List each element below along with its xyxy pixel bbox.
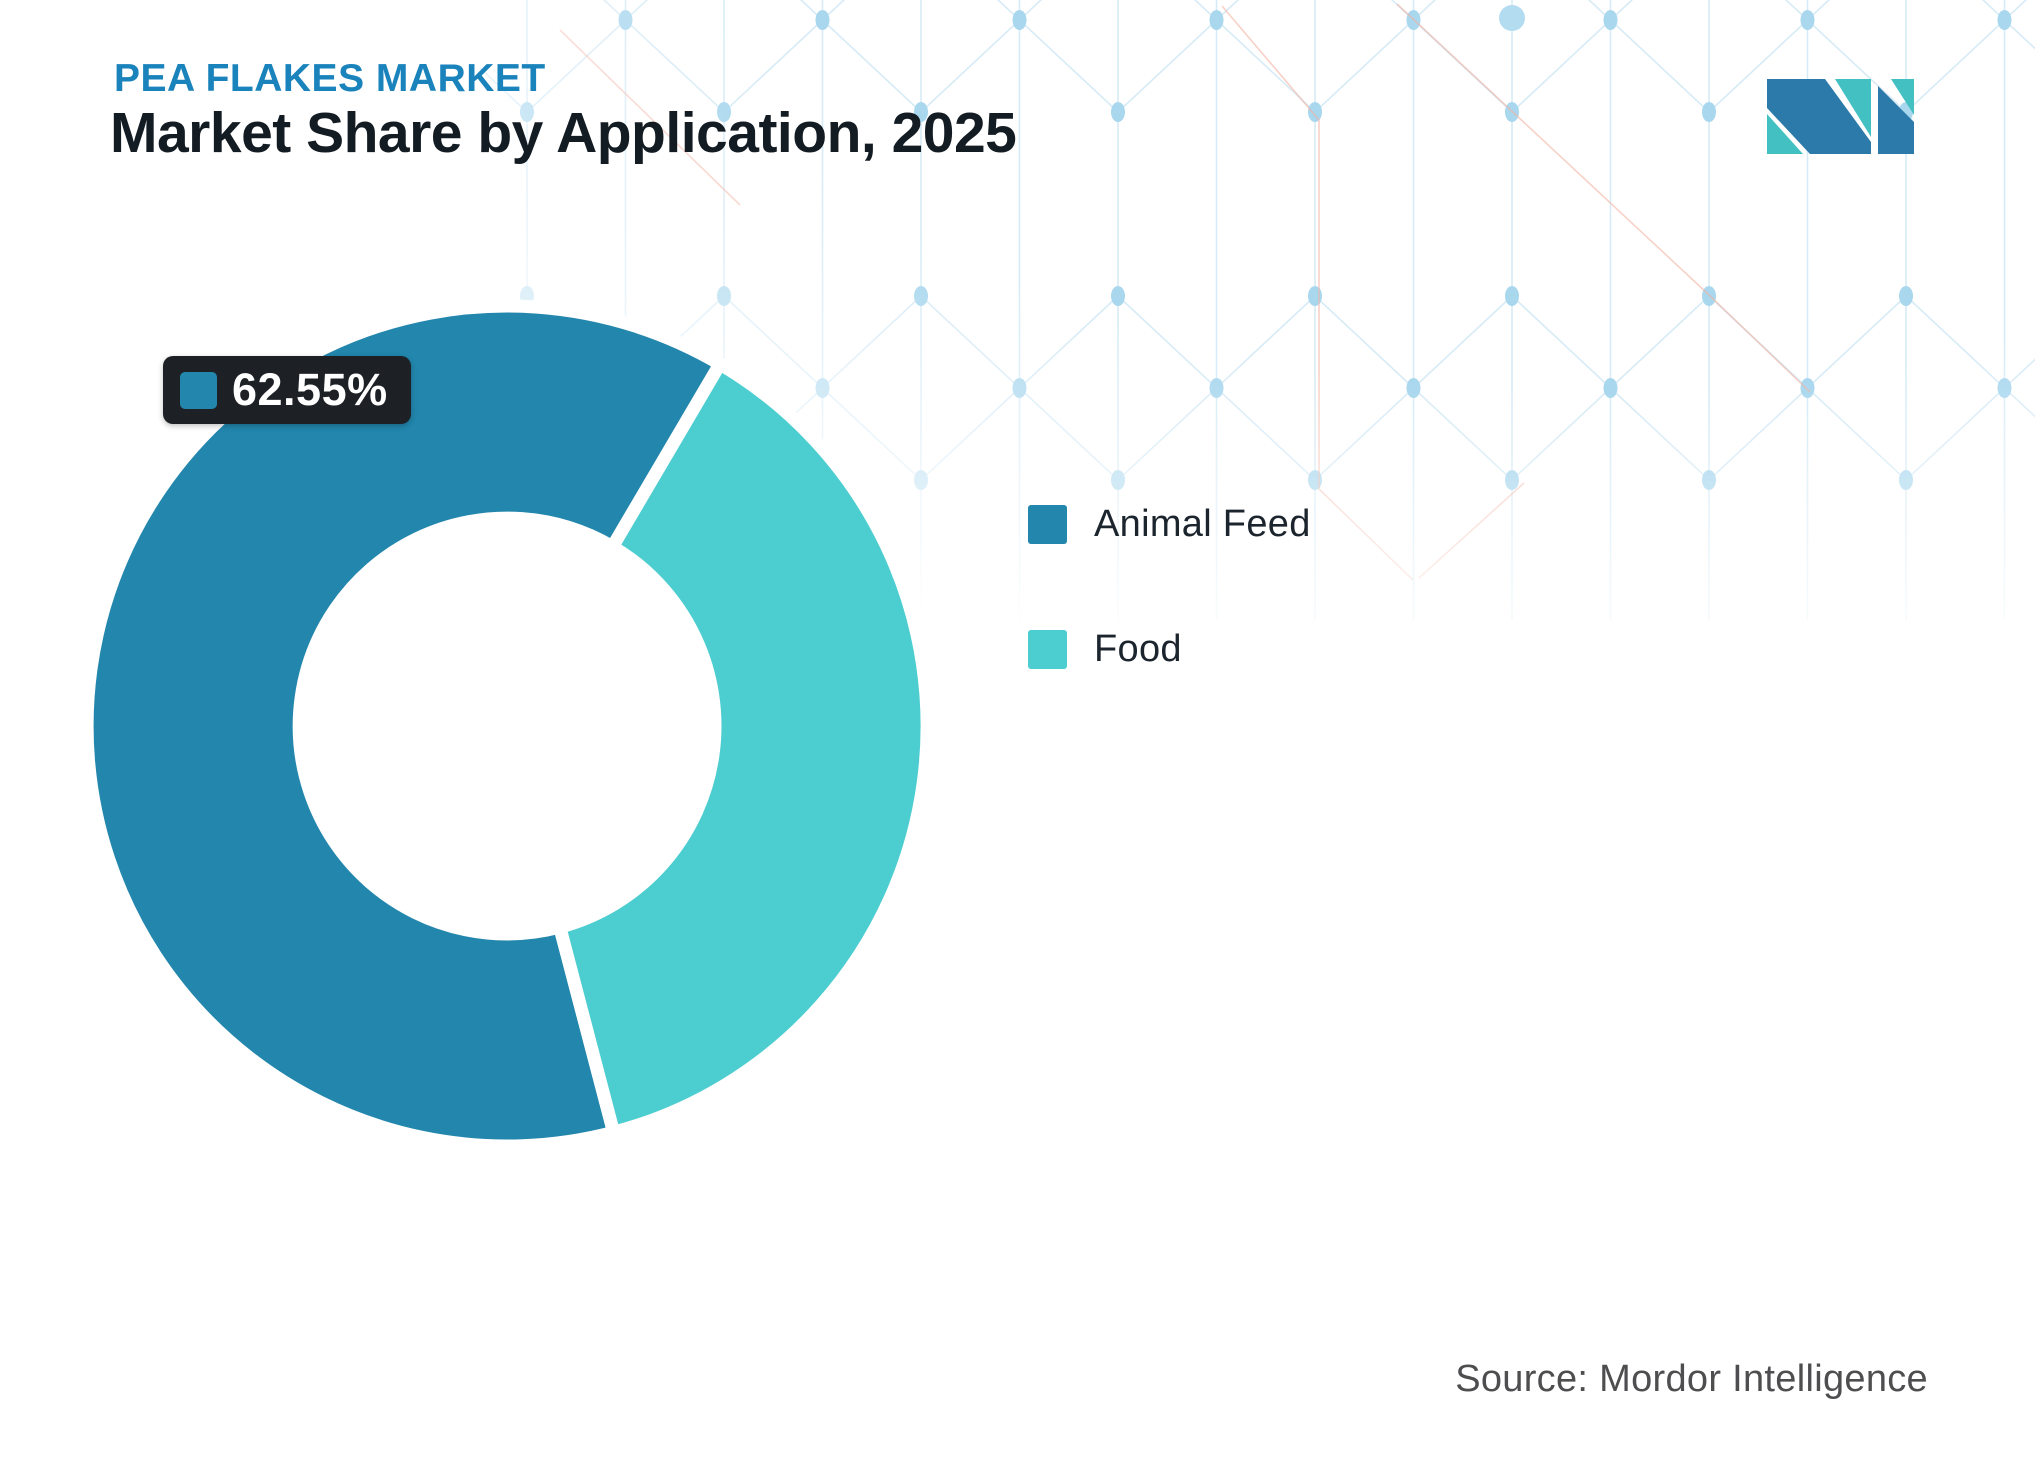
logo-i-blue [1878,86,1914,154]
chart-title: Market Share by Application, 2025 [110,101,1017,165]
legend-item-animal-feed[interactable]: Animal Feed [1028,500,1311,548]
data-label-tooltip: 62.55% [163,356,411,424]
source-attribution: Source: Mordor Intelligence [1455,1358,1928,1400]
accent-lines [559,3,1811,581]
legend-swatch-food [1028,629,1067,669]
legend-label-animal-feed: Animal Feed [1094,502,1311,545]
logo-teal-top-right [1835,79,1871,137]
legend: Animal Feed Food [1028,500,1311,673]
logo-teal-bottom-left [1767,114,1803,154]
donut-chart [80,299,934,1153]
report-title: PEA FLAKES MARKET [114,57,546,100]
legend-label-food: Food [1094,627,1182,670]
logo-m-block [1767,79,1871,154]
legend-swatch-animal-feed [1028,504,1067,544]
legend-item-food[interactable]: Food [1028,625,1311,673]
logo-blue-band [1767,79,1871,154]
accent-dot [1499,5,1525,31]
logo-i-block [1878,79,1914,154]
logo-i-teal [1891,79,1914,115]
donut-segment-food[interactable] [551,355,934,1141]
tooltip-series-swatch [180,371,217,409]
tooltip-value: 62.55% [232,364,388,415]
mordor-intelligence-logo [1767,79,1914,154]
